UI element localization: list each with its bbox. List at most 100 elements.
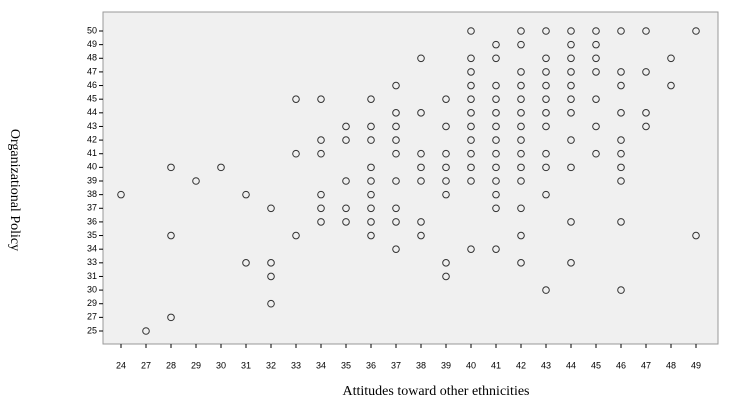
- point: [467, 54, 475, 63]
- point: [592, 68, 600, 76]
- point: [567, 40, 575, 49]
- point: [267, 204, 275, 213]
- point: [392, 109, 400, 117]
- y-tick-label: 46: [87, 80, 97, 90]
- point: [667, 54, 675, 63]
- point: [417, 231, 425, 240]
- point: [492, 122, 500, 131]
- point: [342, 122, 350, 131]
- point: [367, 204, 375, 213]
- point: [367, 136, 375, 144]
- point: [392, 218, 400, 226]
- point: [592, 122, 600, 131]
- point: [467, 27, 475, 35]
- point: [517, 231, 525, 240]
- point: [617, 136, 625, 144]
- point: [392, 149, 400, 158]
- point: [492, 136, 500, 144]
- point: [517, 204, 525, 213]
- x-axis-label: Attitudes toward other ethnicities: [342, 384, 529, 399]
- x-tick-label: 48: [666, 360, 676, 370]
- y-tick-label: 35: [87, 230, 97, 240]
- point: [167, 163, 175, 172]
- point: [517, 81, 525, 90]
- point: [517, 40, 525, 49]
- point: [267, 299, 275, 308]
- point: [142, 327, 150, 335]
- point: [517, 68, 525, 76]
- point: [467, 122, 475, 131]
- x-tick-label: 46: [616, 360, 626, 370]
- point: [367, 122, 375, 131]
- point: [617, 286, 625, 294]
- x-tick-label: 31: [241, 360, 251, 370]
- point: [667, 81, 675, 90]
- point: [467, 136, 475, 144]
- point: [492, 95, 500, 103]
- point: [692, 27, 700, 35]
- point: [567, 54, 575, 63]
- point: [467, 95, 475, 103]
- point: [517, 163, 525, 172]
- point: [342, 177, 350, 185]
- point: [592, 54, 600, 63]
- point: [617, 149, 625, 158]
- point: [417, 54, 425, 63]
- y-tick-label: 48: [87, 53, 97, 63]
- x-tick-label: 47: [641, 360, 651, 370]
- x-tick-label: 33: [291, 360, 301, 370]
- point: [642, 109, 650, 117]
- point: [542, 163, 550, 172]
- point: [492, 81, 500, 90]
- point: [517, 109, 525, 117]
- point: [492, 190, 500, 199]
- point: [617, 218, 625, 226]
- point: [642, 68, 650, 76]
- point: [267, 259, 275, 267]
- y-tick-label: 36: [87, 216, 97, 226]
- point: [367, 177, 375, 185]
- point: [567, 81, 575, 90]
- point: [467, 109, 475, 117]
- point: [367, 163, 375, 172]
- point: [492, 204, 500, 213]
- y-tick-label: 34: [87, 244, 97, 254]
- x-tick-label: 44: [566, 360, 576, 370]
- point: [292, 149, 300, 158]
- point: [617, 177, 625, 185]
- x-tick-label: 27: [141, 360, 151, 370]
- y-tick-label: 33: [87, 257, 97, 267]
- point: [492, 54, 500, 63]
- point: [517, 136, 525, 144]
- y-tick-label: 40: [87, 162, 97, 172]
- y-tick-label: 27: [87, 312, 97, 322]
- x-tick-label: 45: [591, 360, 601, 370]
- point: [442, 149, 450, 158]
- point: [467, 81, 475, 90]
- point: [542, 68, 550, 76]
- point: [617, 81, 625, 90]
- point: [367, 218, 375, 226]
- point: [417, 218, 425, 226]
- point: [592, 95, 600, 103]
- point: [117, 190, 125, 199]
- point: [442, 122, 450, 131]
- point: [317, 136, 325, 144]
- point: [392, 136, 400, 144]
- point: [242, 190, 250, 199]
- point: [542, 27, 550, 35]
- point: [617, 27, 625, 35]
- x-tick-label: 36: [366, 360, 376, 370]
- point: [342, 204, 350, 213]
- point: [617, 109, 625, 117]
- y-tick-label: 29: [87, 298, 97, 308]
- y-tick-label: 49: [87, 39, 97, 49]
- point: [542, 190, 550, 199]
- point: [392, 122, 400, 131]
- y-tick-label: 44: [87, 107, 97, 117]
- x-tick-label: 49: [691, 360, 701, 370]
- point: [492, 163, 500, 172]
- point: [542, 54, 550, 63]
- point: [417, 109, 425, 117]
